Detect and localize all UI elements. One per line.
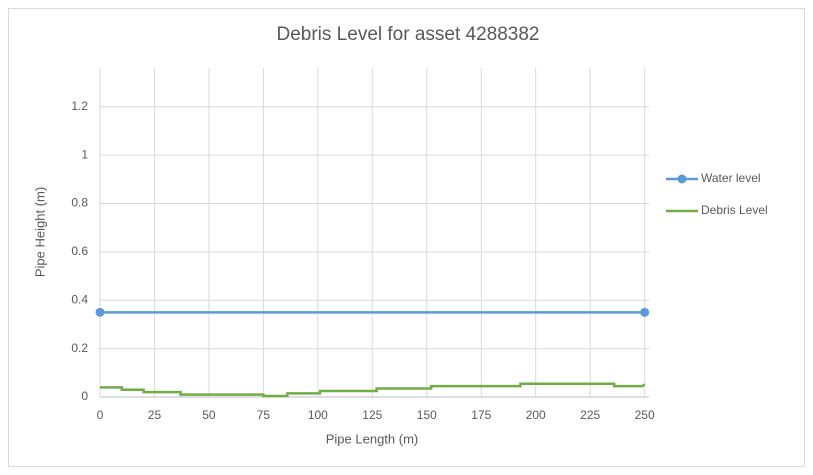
x-tick-label: 125 bbox=[362, 408, 382, 422]
point bbox=[95, 307, 105, 317]
legend-label: Water level bbox=[701, 171, 761, 185]
y-tick-label: 0 bbox=[81, 389, 88, 403]
series-line bbox=[100, 382, 646, 398]
chart-title: Debris Level for asset 4288382 bbox=[277, 24, 540, 45]
y-tick-label: 0.8 bbox=[71, 196, 88, 210]
x-tick-label: 25 bbox=[148, 408, 162, 422]
x-tick-label: 225 bbox=[580, 408, 600, 422]
x-tick-label: 200 bbox=[526, 408, 546, 422]
x-tick-label: 150 bbox=[417, 408, 437, 422]
y-tick-label: 1 bbox=[81, 147, 88, 161]
x-tick-label: 250 bbox=[635, 408, 655, 422]
x-tick-label: 50 bbox=[202, 408, 216, 422]
y-tick-label: 1.2 bbox=[71, 99, 88, 113]
x-tick-label: 100 bbox=[308, 408, 328, 422]
x-axis-title: Pipe Length (m) bbox=[326, 431, 419, 446]
x-tick-label: 75 bbox=[257, 408, 271, 422]
legend-marker bbox=[677, 174, 687, 184]
x-tick-label: 175 bbox=[471, 408, 491, 422]
point bbox=[640, 307, 650, 317]
chart-border bbox=[8, 8, 805, 467]
y-tick-label: 0.6 bbox=[71, 244, 88, 258]
legend-label: Debris Level bbox=[701, 203, 768, 217]
y-tick-label: 0.2 bbox=[71, 341, 88, 355]
x-tick-label: 0 bbox=[97, 408, 104, 422]
y-axis-title: Pipe Height (m) bbox=[32, 187, 47, 277]
y-tick-label: 0.4 bbox=[71, 292, 88, 306]
